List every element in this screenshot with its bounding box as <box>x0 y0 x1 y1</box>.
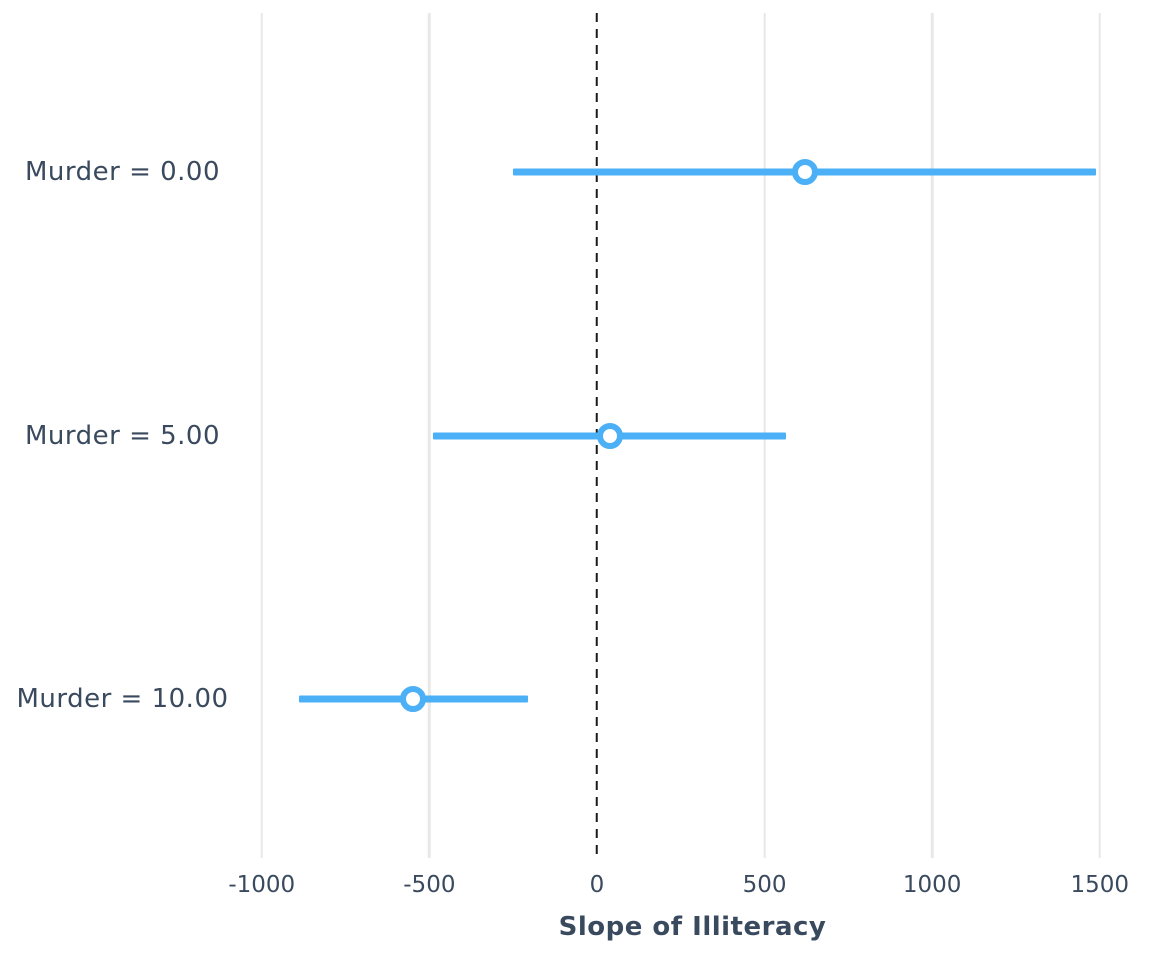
x-axis-ticks: -1000 -500 0 500 1000 1500 <box>0 872 1152 902</box>
x-axis-title: Slope of Illiteracy <box>558 912 827 942</box>
plot-panel <box>245 13 1140 858</box>
point-estimate-1 <box>597 422 624 449</box>
gridline-x--1000 <box>260 13 263 858</box>
y-axis-label-1: Murder = 5.00 <box>24 420 221 451</box>
gridline-x-1500 <box>1098 13 1102 858</box>
x-tick-label-0: 0 <box>589 872 605 898</box>
x-tick-label--500: -500 <box>403 872 456 898</box>
gridline-x--500 <box>428 13 431 858</box>
point-estimate-0 <box>791 158 818 185</box>
y-axis-label-0: Murder = 0.00 <box>24 156 221 187</box>
x-tick-label-1000: 1000 <box>902 872 962 898</box>
x-tick-label-500: 500 <box>742 872 787 898</box>
y-axis-label-2: Murder = 10.00 <box>16 684 229 715</box>
x-tick-label-1500: 1500 <box>1070 872 1130 898</box>
gridline-x-1000 <box>930 13 934 858</box>
x-tick-label--1000: -1000 <box>228 872 296 898</box>
point-estimate-2 <box>399 686 426 713</box>
